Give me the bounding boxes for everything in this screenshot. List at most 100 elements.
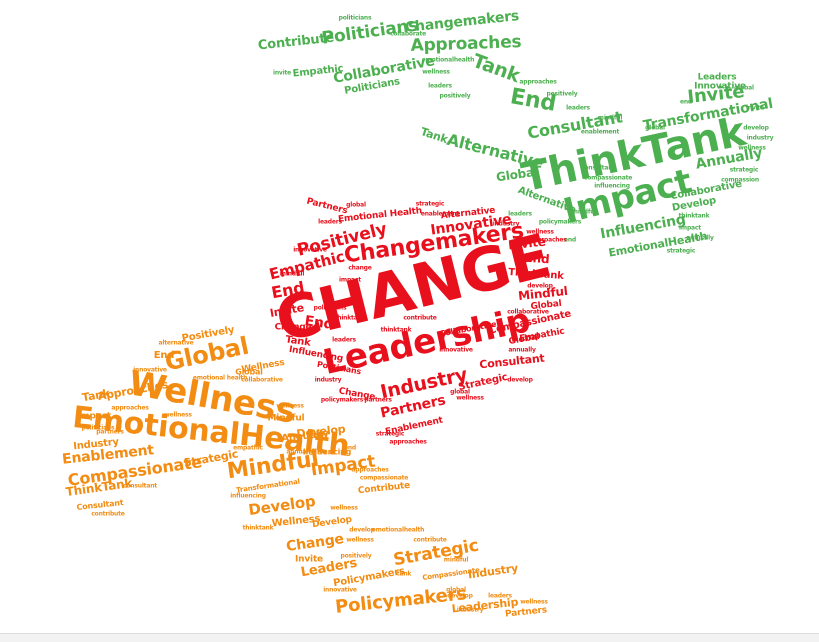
svg-text:politicians: politicians (339, 15, 372, 22)
svg-text:strategic: strategic (376, 431, 405, 438)
svg-text:global: global (734, 85, 754, 92)
svg-text:approaches: approaches (529, 237, 567, 244)
word-global: Global (530, 299, 562, 312)
svg-text:end: end (680, 99, 692, 106)
svg-text:contribute: contribute (91, 511, 124, 518)
svg-text:develop: develop (743, 125, 769, 132)
word-invite-left: Invite (269, 301, 305, 320)
svg-text:consultant: consultant (581, 165, 615, 172)
svg-text:impact: impact (339, 277, 361, 284)
svg-text:partners: partners (96, 429, 124, 436)
svg-text:contribute: contribute (403, 315, 436, 322)
word-wellness-2: Wellness (271, 513, 321, 529)
svg-text:wellness: wellness (346, 537, 374, 544)
svg-text:positively: positively (440, 93, 471, 100)
word-leaders: Leaders (698, 73, 737, 83)
word-invite: Invite (508, 235, 547, 253)
svg-text:impact: impact (679, 225, 701, 232)
svg-text:strategic: strategic (416, 201, 445, 208)
svg-text:global: global (450, 389, 470, 396)
svg-text:partners: partners (364, 397, 392, 404)
word-global: Global (495, 165, 538, 185)
svg-text:strategic: strategic (730, 167, 759, 174)
svg-text:wellness: wellness (330, 505, 358, 512)
svg-text:contribute: contribute (413, 537, 446, 544)
word-consultant: Consultant (479, 352, 545, 372)
svg-text:invite: invite (746, 105, 764, 112)
word-contribute: Contribute (358, 481, 411, 496)
word-impact: Impact (77, 412, 112, 422)
svg-text:thinktank: thinktank (335, 315, 367, 322)
svg-text:mindful: mindful (444, 557, 469, 564)
svg-text:thinktank: thinktank (243, 525, 275, 532)
svg-text:industry: industry (493, 221, 520, 228)
svg-text:innovative: innovative (133, 367, 167, 374)
svg-text:policymakers: policymakers (321, 397, 364, 404)
word-influencing: Influencing (303, 448, 352, 457)
svg-text:annually: annually (686, 235, 714, 242)
svg-text:strategic: strategic (667, 248, 696, 255)
svg-text:industry: industry (315, 377, 342, 384)
green-filler-words: politicians collaborate emotionalhealth … (273, 15, 774, 255)
svg-text:wellness: wellness (738, 145, 766, 152)
svg-text:collaborate: collaborate (390, 31, 426, 38)
svg-text:thinktank: thinktank (381, 327, 413, 334)
word-thinktank: ThinkTank (508, 267, 565, 282)
svg-text:positively: positively (341, 553, 372, 560)
svg-text:compassion: compassion (721, 177, 759, 184)
svg-text:innovative: innovative (439, 347, 473, 354)
svg-text:develop: develop (349, 527, 375, 534)
svg-text:innovative: innovative (323, 587, 357, 594)
word-end: End (524, 251, 550, 267)
svg-text:wellness: wellness (276, 403, 304, 410)
word-industry: Industry (73, 437, 120, 453)
svg-text:global: global (446, 587, 466, 594)
word-change-small: Change (275, 323, 312, 333)
svg-text:leaders: leaders (566, 105, 590, 112)
svg-text:compassionate: compassionate (360, 475, 408, 482)
svg-text:policymakers: policymakers (539, 219, 582, 226)
svg-text:innovative: innovative (293, 247, 327, 254)
word-tank: Tank (285, 334, 312, 348)
word-mindful-small: Mindful (268, 414, 305, 424)
svg-text:emotionalhealth: emotionalhealth (372, 527, 424, 534)
svg-text:wellness: wellness (520, 599, 548, 606)
svg-text:consultant: consultant (123, 483, 157, 490)
svg-text:leaders: leaders (508, 211, 532, 218)
word-end: End (154, 350, 175, 361)
word-develop: Develop (296, 422, 346, 440)
svg-text:develop: develop (527, 283, 553, 290)
svg-text:emotionalhealth: emotionalhealth (422, 57, 474, 64)
svg-text:alternative: alternative (158, 340, 193, 347)
svg-text:change: change (348, 265, 371, 272)
svg-text:positively: positively (547, 91, 578, 98)
word-global-small: Global (235, 368, 263, 377)
svg-text:politicians: politicians (314, 305, 347, 312)
svg-text:approaches: approaches (389, 439, 427, 446)
svg-text:develop: develop (447, 593, 473, 600)
svg-text:leaders: leaders (488, 593, 512, 600)
svg-text:wellness: wellness (164, 412, 192, 419)
svg-text:mindful: mindful (598, 115, 623, 122)
svg-text:enablement: enablement (581, 129, 620, 136)
svg-text:approaches: approaches (111, 405, 149, 412)
word-invite: Invite (295, 555, 323, 565)
svg-text:industry: industry (747, 135, 774, 142)
word-empathic: Empathic (292, 63, 344, 79)
svg-text:emotional health: emotional health (193, 375, 247, 382)
heart-filler-words: global leaders strategic enablement indu… (280, 201, 568, 446)
svg-text:tank: tank (397, 571, 413, 578)
svg-text:enablement: enablement (421, 211, 460, 218)
word-annually: Annually (281, 428, 330, 444)
orange-hand-word-group: Positively End Global Wellness Tank Appr… (61, 324, 548, 619)
svg-text:global: global (645, 125, 665, 132)
svg-text:collaborative: collaborative (241, 377, 283, 384)
svg-text:industry: industry (457, 607, 484, 614)
svg-text:mindful: mindful (280, 271, 305, 278)
svg-text:leaders: leaders (332, 337, 356, 344)
svg-text:mindful: mindful (572, 209, 597, 216)
svg-text:thinktank: thinktank (679, 213, 711, 220)
svg-text:develop: develop (507, 377, 533, 384)
